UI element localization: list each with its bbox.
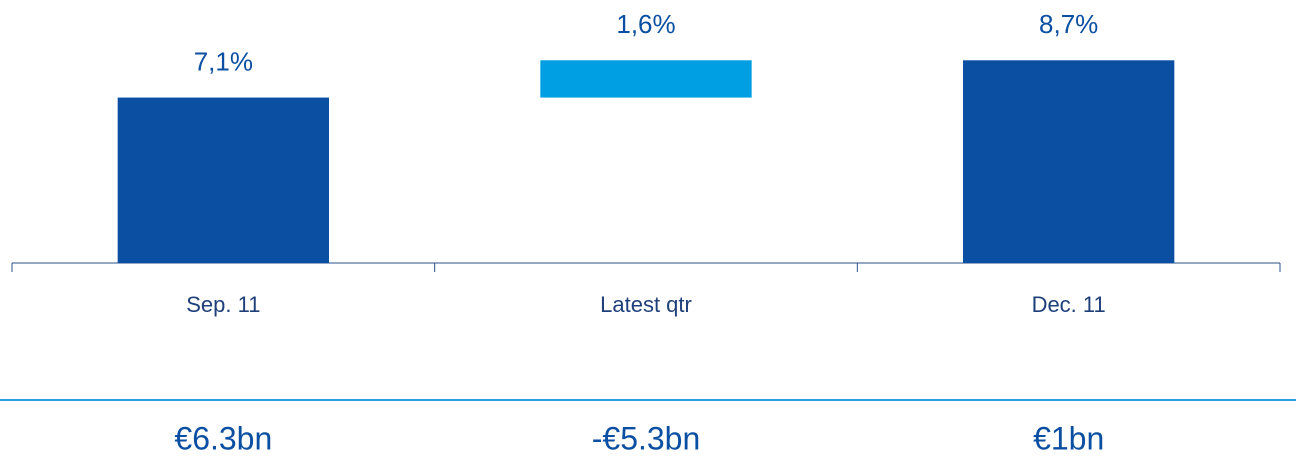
bar — [963, 60, 1175, 263]
x-tick-label: Sep. 11 — [186, 292, 260, 317]
annotation: €1bn — [1033, 420, 1104, 456]
x-tick-label: Dec. 11 — [1032, 292, 1106, 317]
bar — [540, 60, 752, 98]
x-tick-label: Latest qtr — [600, 292, 692, 317]
annotation: -€5.3bn — [592, 420, 701, 456]
annotation: €6.3bn — [174, 420, 272, 456]
data-label: 1,6% — [616, 9, 675, 39]
data-label: 7,1% — [194, 46, 253, 76]
data-label: 8,7% — [1039, 9, 1098, 39]
bar — [117, 97, 330, 263]
